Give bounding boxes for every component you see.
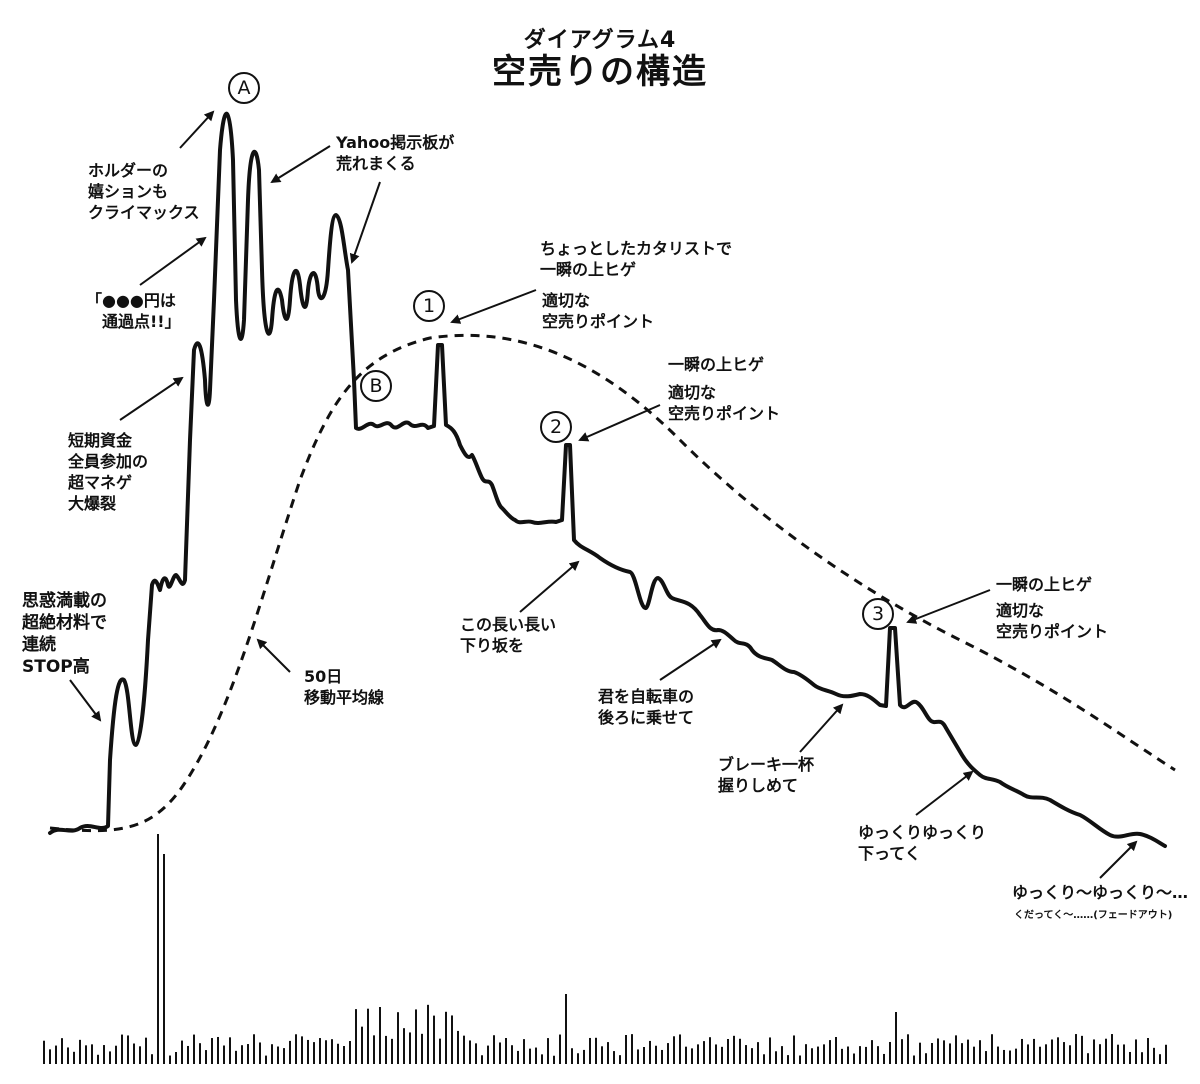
arrow-bike bbox=[659, 638, 722, 681]
marker-1: 1 bbox=[413, 290, 445, 322]
arrow-yahoo-2 bbox=[349, 181, 381, 264]
arrow-wick3 bbox=[906, 589, 991, 624]
label-fade-main: ゆっくり〜ゆっくり〜… bbox=[1012, 883, 1189, 902]
label-brake: ブレーキ一杯 握りしめて bbox=[718, 755, 815, 795]
marker-3: 3 bbox=[862, 598, 894, 630]
label-short-term: 短期資金 全員参加の 超マネゲ 大爆裂 bbox=[68, 431, 149, 513]
diagram-subtitle: ダイアグラム4 bbox=[523, 28, 677, 53]
marker-a: A bbox=[228, 72, 260, 104]
moving-average-line bbox=[49, 333, 1176, 833]
arrow-yen bbox=[139, 236, 207, 286]
arrow-stop-high bbox=[69, 679, 102, 722]
label-point3: 適切な 空売りポイント bbox=[996, 601, 1109, 641]
marker-2: 2 bbox=[540, 411, 572, 443]
label-holder: ホルダーの 嬉ションも クライマックス bbox=[88, 161, 200, 222]
arrow-fade bbox=[1099, 840, 1138, 879]
label-yen: 「●●●円は 通過点!!」 bbox=[86, 291, 181, 331]
price-line bbox=[48, 111, 1167, 848]
arrow-slowly bbox=[915, 770, 974, 816]
arrow-ma50 bbox=[256, 638, 291, 673]
label-fade-sub: くだってく〜……(フェードアウト) bbox=[1014, 910, 1173, 921]
marker-b: B bbox=[360, 370, 392, 402]
volume-bars bbox=[43, 834, 1167, 1064]
label-wick2: 一瞬の上ヒゲ bbox=[668, 355, 765, 374]
arrow-catalyst bbox=[450, 289, 537, 324]
label-slowly: ゆっくりゆっくり 下ってく bbox=[858, 823, 987, 863]
diagram-title: 空売りの構造 bbox=[492, 52, 708, 92]
arrow-short-term bbox=[119, 376, 184, 421]
label-point1: 適切な 空売りポイント bbox=[542, 291, 655, 331]
label-wick3: 一瞬の上ヒゲ bbox=[996, 575, 1093, 594]
arrow-yahoo bbox=[270, 145, 331, 184]
label-slope: この長い長い 下り坂を bbox=[460, 615, 557, 655]
label-bike: 君を自転車の 後ろに乗せて bbox=[598, 687, 695, 727]
label-yahoo: Yahoo掲示板が 荒れまくる bbox=[336, 133, 455, 173]
arrow-slope bbox=[519, 560, 580, 613]
label-catalyst: ちょっとしたカタリストで 一瞬の上ヒゲ bbox=[540, 239, 733, 279]
label-ma50: 50日 移動平均線 bbox=[304, 667, 385, 707]
label-stop-high: 思惑満載の 超絶材料で 連続 STOP高 bbox=[22, 591, 107, 677]
arrow-holder bbox=[179, 110, 215, 149]
arrow-brake bbox=[799, 703, 844, 753]
label-point2: 適切な 空売りポイント bbox=[668, 383, 781, 423]
arrow-wick2 bbox=[578, 404, 661, 442]
